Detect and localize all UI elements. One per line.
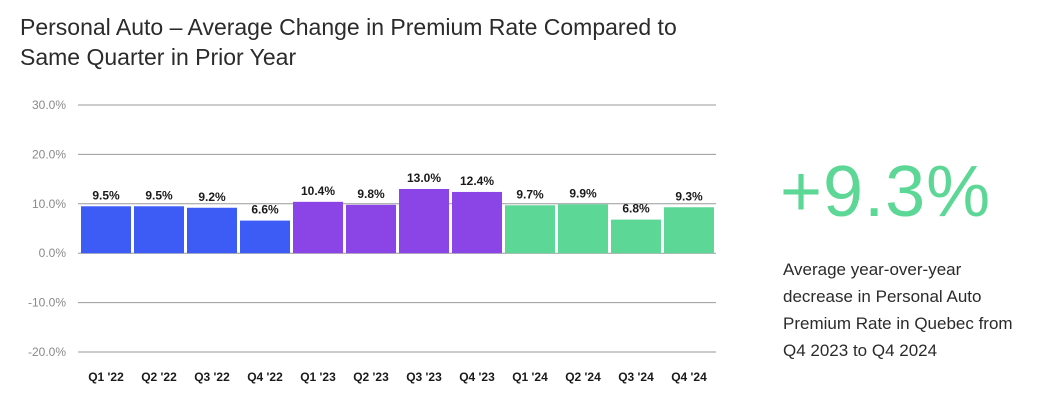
bar	[187, 207, 237, 254]
bar	[452, 191, 502, 254]
bar	[399, 188, 449, 254]
bar	[81, 206, 131, 254]
data-label: 6.8%	[622, 202, 650, 216]
x-tick-label: Q4 '22	[247, 370, 283, 384]
bar	[664, 207, 714, 254]
x-tick-label: Q2 '23	[353, 370, 389, 384]
data-label: 9.7%	[516, 187, 544, 201]
chart-title: Personal Auto – Average Change in Premiu…	[20, 12, 720, 72]
highlight-description: Average year-over-year decrease in Perso…	[783, 260, 1013, 360]
data-label: 6.6%	[251, 203, 279, 217]
data-label: 9.9%	[569, 186, 597, 200]
bar	[293, 201, 343, 254]
y-tick-label: 20.0%	[32, 147, 66, 161]
bar	[611, 219, 661, 254]
bar	[558, 204, 608, 254]
y-tick-label: -20.0%	[28, 345, 66, 359]
data-label: 10.4%	[301, 184, 335, 198]
x-tick-label: Q4 '24	[671, 370, 707, 384]
bar	[240, 220, 290, 254]
x-tick-label: Q3 '24	[618, 370, 654, 384]
x-tick-label: Q1 '23	[300, 370, 336, 384]
chart-title-line-1: Personal Auto – Average Change in Premiu…	[20, 14, 677, 40]
data-label: 9.8%	[357, 187, 385, 201]
bar	[346, 204, 396, 254]
bar-chart: 30.0% 20.0% 10.0% 0.0% -10.0% -20.0% 9.5% Q1 '2…	[28, 98, 716, 384]
data-label: 12.4%	[460, 174, 494, 188]
x-tick-label: Q3 '23	[406, 370, 442, 384]
x-tick-label: Q2 '22	[141, 370, 177, 384]
data-label: 9.5%	[92, 188, 120, 202]
x-tick-label: Q1 '22	[88, 370, 124, 384]
data-label: 13.0%	[407, 171, 441, 185]
chart-title-line-2: Same Quarter in Prior Year	[20, 44, 297, 70]
bar	[134, 206, 184, 254]
y-tick-label: 0.0%	[39, 246, 67, 260]
x-tick-label: Q2 '24	[565, 370, 601, 384]
y-tick-label: -10.0%	[28, 296, 66, 310]
data-label: 9.5%	[145, 188, 173, 202]
x-tick-label: Q4 '23	[459, 370, 495, 384]
bar	[505, 205, 555, 254]
data-label: 9.3%	[675, 189, 703, 203]
x-tick-label: Q3 '22	[194, 370, 230, 384]
y-tick-label: 10.0%	[32, 197, 66, 211]
data-label: 9.2%	[198, 190, 226, 204]
highlight-value: +9.3%	[780, 152, 992, 232]
x-tick-label: Q1 '24	[512, 370, 548, 384]
y-tick-label: 30.0%	[32, 98, 66, 112]
